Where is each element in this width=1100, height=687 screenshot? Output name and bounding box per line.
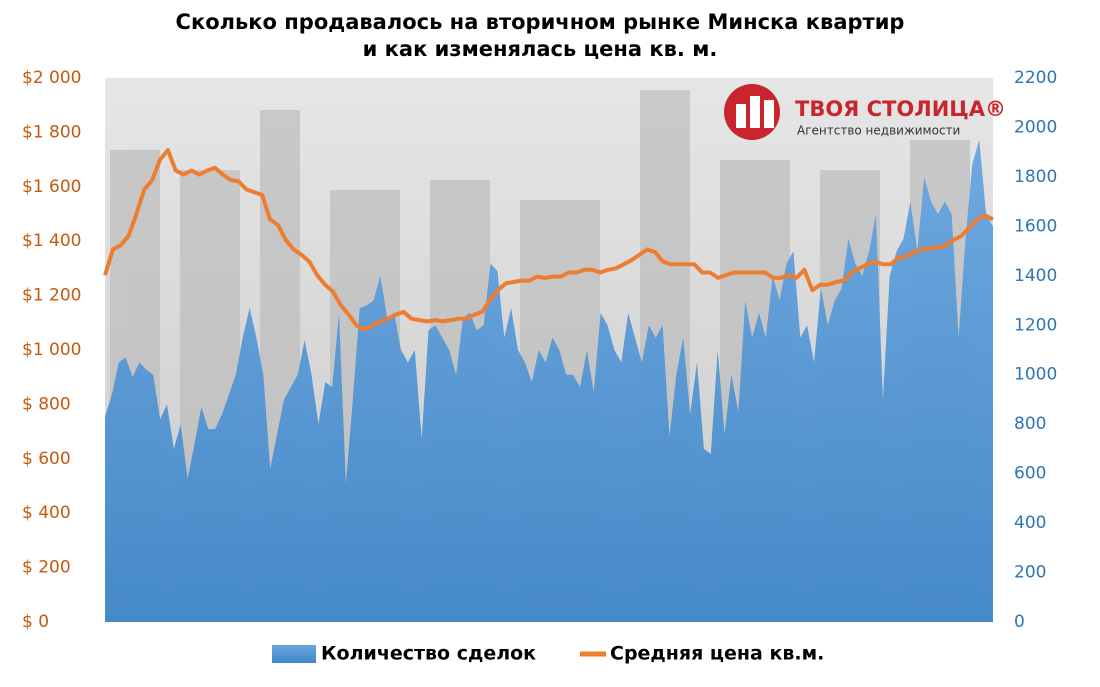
y-tick-label: $ 600 [22,449,71,469]
y2-tick-label: 400 [1014,513,1046,533]
logo-tagline: Агентство недвижимости [797,124,960,138]
legend-label: Количество сделок [321,643,536,665]
y-tick-label: $2 000 [22,68,81,88]
legend-swatch [272,645,316,663]
chart-title: Сколько продавалось на вторичном рынке М… [176,10,905,34]
y-tick-label: $ 800 [22,394,71,414]
chart-title: и как изменялась цена кв. м. [363,37,718,61]
y2-tick-label: 600 [1014,464,1046,484]
y-tick-label: $1 400 [22,231,81,251]
y2-tick-label: 200 [1014,563,1046,583]
logo-name: ТВОЯ СТОЛИЦА® [795,97,1006,121]
y-tick-label: $ 200 [22,558,71,578]
y2-tick-label: 2200 [1014,68,1057,88]
y2-tick-label: 2000 [1014,117,1057,137]
y2-tick-label: 1800 [1014,167,1057,187]
logo-icon [750,96,760,128]
y2-tick-label: 1000 [1014,365,1057,385]
y-tick-label: $1 800 [22,122,81,142]
y2-tick-label: 1200 [1014,315,1057,335]
logo: ТВОЯ СТОЛИЦА® Агентство недвижимости [724,84,1006,140]
area [105,139,993,623]
y2-tick-label: 800 [1014,414,1046,434]
y-tick-label: $1 000 [22,340,81,360]
y-tick-label: $ 400 [22,503,71,523]
line [103,148,994,332]
y-tick-label: $1 600 [22,177,81,197]
y2-tick-label: 0 [1014,612,1025,632]
y-tick-label: $ 0 [22,612,49,632]
logo-icon [764,100,774,128]
legend-label: Средняя цена кв.м. [610,643,824,665]
y2-tick-label: 1400 [1014,266,1057,286]
y2-tick-label: 1600 [1014,216,1057,236]
y-tick-label: $1 200 [22,286,81,306]
logo-icon [736,104,746,128]
